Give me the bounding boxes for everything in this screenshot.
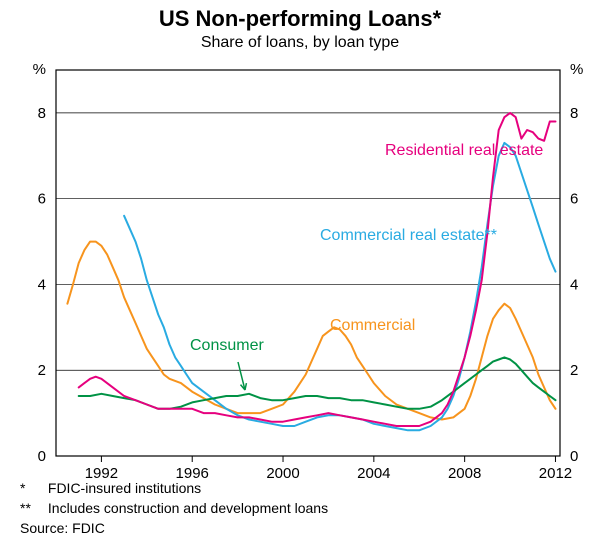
svg-text:2008: 2008	[448, 465, 481, 482]
svg-text:4: 4	[570, 276, 578, 293]
footnote-1-text: FDIC-insured institutions	[48, 480, 201, 496]
chart-container: US Non-performing Loans* Share of loans,…	[0, 0, 600, 553]
svg-text:4: 4	[38, 276, 46, 293]
series-consumer	[79, 357, 556, 408]
svg-text:8: 8	[38, 105, 46, 122]
svg-text:2012: 2012	[539, 465, 572, 482]
source-text: Source: FDIC	[20, 520, 105, 536]
svg-text:2000: 2000	[266, 465, 299, 482]
svg-text:2: 2	[38, 362, 46, 379]
footnote-2: ** Includes construction and development…	[20, 500, 328, 516]
series-commercial_re	[124, 143, 555, 430]
svg-text:2: 2	[570, 362, 578, 379]
footnote-2-text: Includes construction and development lo…	[48, 500, 328, 516]
footnote-1-mark: *	[20, 480, 44, 496]
svg-text:%: %	[570, 61, 583, 78]
svg-text:6: 6	[38, 191, 46, 208]
label-residential: Residential real estate	[385, 142, 543, 159]
footnote-1: * FDIC-insured institutions	[20, 480, 201, 496]
footnote-2-mark: **	[20, 500, 44, 516]
label-consumer: Consumer	[190, 337, 264, 354]
label-commercial_re: Commercial real estate**	[320, 227, 497, 244]
svg-text:0: 0	[38, 448, 46, 465]
chart-plot: 0022446688%%199219962000200420082012Resi…	[0, 0, 600, 553]
svg-text:0: 0	[570, 448, 578, 465]
svg-text:6: 6	[570, 191, 578, 208]
svg-text:%: %	[33, 61, 46, 78]
svg-text:8: 8	[570, 105, 578, 122]
label-commercial: Commercial	[330, 317, 415, 334]
svg-text:2004: 2004	[357, 465, 390, 482]
series-residential	[79, 113, 556, 426]
